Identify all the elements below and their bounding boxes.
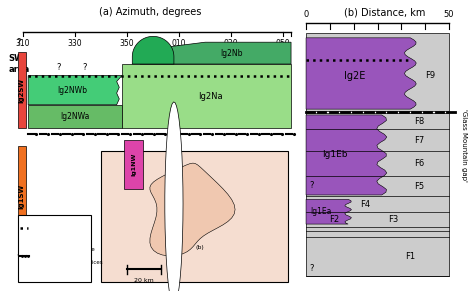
Text: F4: F4 [360,200,370,209]
Text: ?: ? [57,63,61,72]
Text: F3: F3 [388,215,399,223]
Text: 350: 350 [120,39,135,48]
Text: 20 km: 20 km [134,278,154,283]
Polygon shape [306,113,449,276]
Text: 330: 330 [68,39,82,48]
Text: Ig1Eb: Ig1Eb [322,150,347,159]
Text: Ig2Nb: Ig2Nb [220,49,242,58]
Polygon shape [18,52,26,128]
Polygon shape [28,76,122,105]
Text: 010: 010 [172,39,186,48]
Text: 0: 0 [303,10,309,19]
Text: Ig1Ea: Ig1Ea [310,207,332,216]
Text: ?: ? [310,181,314,190]
Text: 310: 310 [16,39,30,48]
Polygon shape [165,102,183,291]
Text: F5: F5 [414,182,424,191]
Polygon shape [101,151,289,282]
Text: F6: F6 [414,159,424,168]
Polygon shape [140,42,291,64]
Text: Incoming of GM rhyolite
lithics and
pyroxene-bearing pumices: Incoming of GM rhyolite lithics and pyro… [29,247,103,265]
Text: Ig1NW: Ig1NW [131,153,136,176]
Polygon shape [132,36,174,64]
Polygon shape [306,38,416,109]
Polygon shape [18,215,91,282]
Polygon shape [306,33,449,111]
Text: 050: 050 [276,39,291,48]
Text: Ig2E: Ig2E [344,71,365,81]
Polygon shape [18,146,26,247]
Text: (b): (b) [196,245,204,250]
Text: SW
area: SW area [9,54,30,74]
Text: F9: F9 [426,71,436,80]
Polygon shape [150,163,235,256]
Polygon shape [306,115,387,195]
Polygon shape [306,199,351,224]
Text: ?: ? [17,38,21,47]
Text: Ig1SW: Ig1SW [18,184,25,209]
Text: Ig2Na: Ig2Na [198,92,223,100]
Text: ?: ? [310,264,314,273]
Text: (a) Azimuth, degrees: (a) Azimuth, degrees [100,7,201,17]
Polygon shape [125,140,143,189]
Text: F7: F7 [414,136,424,145]
Text: 50: 50 [444,10,454,19]
Text: Ig2Nc: Ig2Nc [143,48,163,54]
Text: Ig2SW: Ig2SW [18,78,25,103]
Text: (a): (a) [170,201,178,206]
Text: Ig2NWa: Ig2NWa [60,112,90,121]
Text: F2: F2 [329,215,340,223]
Text: Ig2NWb: Ig2NWb [57,86,87,95]
Text: F1: F1 [405,253,415,261]
Polygon shape [122,64,291,128]
Text: ?: ? [83,63,87,72]
Polygon shape [28,105,122,128]
Text: (b) Distance, km: (b) Distance, km [345,7,426,17]
Text: Onset of recycled
intracaldera tuff clasts: Onset of recycled intracaldera tuff clas… [29,223,92,234]
Text: 030: 030 [224,39,238,48]
Text: F8: F8 [414,117,424,126]
Text: 'Glass Mountain gap': 'Glass Mountain gap' [461,109,467,182]
Text: ?: ? [17,255,21,263]
